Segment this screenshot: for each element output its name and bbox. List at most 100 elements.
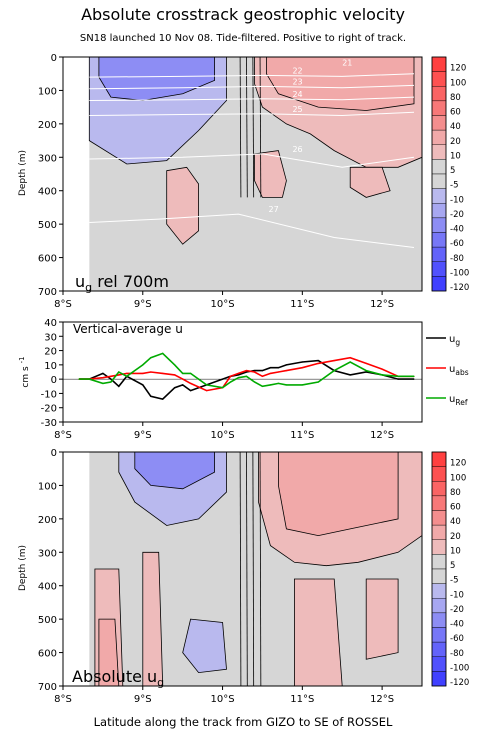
bottom-xtick-label-0: 8°S [54, 694, 72, 705]
top-contour-region-4 [166, 166, 200, 245]
bottom-colorbar-swatch-1 [431, 466, 447, 482]
top-xtick-label-4: 12°S [370, 299, 394, 310]
series-point-ug-6 [142, 384, 144, 386]
bottom-colorbar-swatch-15 [431, 671, 447, 687]
series-point-ug-10 [182, 384, 184, 386]
series-point-uref-13 [222, 387, 224, 389]
series-point-ug-20 [277, 367, 279, 369]
bottom-colorbar-swatch-4 [431, 510, 447, 526]
bottom-colorbar-label-14: -100 [450, 663, 469, 673]
series-point-uabs-12 [206, 390, 208, 392]
series-point-uref-29 [413, 375, 415, 377]
bottom-colorbar-swatch-0 [431, 451, 447, 467]
bottom-ytick-label-4: 400 [38, 582, 57, 593]
middle-xtick-label-1: 9°S [134, 430, 152, 441]
bottom-colorbar-label-12: -60 [450, 634, 464, 644]
middle-ytick-label-5: -10 [41, 389, 57, 400]
series-point-ug-28 [397, 378, 399, 380]
x-axis-label: Latitude along the track from GIZO to SE… [94, 715, 393, 729]
top-colorbar-label-14: -100 [450, 268, 469, 278]
series-point-uref-28 [397, 375, 399, 377]
series-point-uref-16 [245, 375, 248, 377]
series-point-ug-3 [110, 378, 112, 380]
middle-panel-title: Vertical-average u [73, 322, 183, 336]
top-contour-region-1 [98, 56, 216, 101]
top-plot-area: 22 23 24 25 26 27 21 [62, 56, 423, 292]
bottom-ytick-label-1: 100 [38, 481, 57, 492]
bottom-colorbar-frame [431, 451, 447, 687]
top-colorbar-label-10: -20 [450, 210, 464, 220]
top-colorbar-swatch-3 [431, 100, 447, 116]
top-contour-region-6 [349, 166, 391, 198]
bottom-contour-streak-3 [259, 451, 262, 687]
top-colorbar-swatch-4 [431, 115, 447, 131]
series-point-uabs-27 [381, 368, 383, 370]
top-colorbar-label-8: -5 [450, 181, 458, 191]
bottom-colorbar-swatch-13 [431, 641, 447, 657]
bottom-colorbar-swatch-3 [431, 495, 447, 511]
series-point-uabs-25 [349, 357, 351, 359]
top-colorbar-swatch-8 [431, 173, 447, 189]
series-point-uref-21 [285, 384, 287, 386]
bottom-contour-region-3 [277, 451, 399, 537]
top-isopycnal-label-26: 26 [292, 145, 302, 154]
middle-ylabel: cm s -1 [18, 356, 31, 387]
bottom-colorbar-label-2: 80 [450, 488, 461, 498]
top-colorbar-label-5: 20 [450, 137, 461, 147]
top-colorbar-label-11: -40 [450, 225, 464, 235]
bottom-colorbar-swatch-12 [431, 627, 447, 643]
top-contour-streak-2 [252, 56, 255, 198]
bottom-ytick-label-5: 500 [38, 615, 57, 626]
series-point-uref-15 [237, 377, 240, 379]
series-point-uref-11 [190, 372, 192, 374]
top-colorbar-label-0: 120 [450, 64, 466, 74]
series-point-uabs-3 [110, 375, 112, 377]
middle-ytick-label-2: 20 [44, 347, 57, 358]
bottom-xtick-label-4: 12°S [370, 694, 394, 705]
series-point-uref-8 [162, 352, 164, 354]
series-point-ug-17 [253, 370, 256, 372]
bottom-plot-area [62, 451, 423, 687]
bottom-frame [62, 451, 423, 687]
bottom-contour-streak-0 [239, 451, 242, 687]
bottom-contour-streak-2 [252, 451, 255, 687]
series-point-uabs-26 [365, 362, 367, 364]
bottom-colorbar-swatch-10 [431, 598, 447, 614]
top-isopycnal-24 [89, 96, 415, 101]
series-point-ug-13 [222, 378, 224, 380]
series-point-uref-3 [110, 381, 112, 383]
top-colorbar-label-13: -80 [450, 254, 464, 264]
series-point-ug-2 [102, 372, 104, 374]
top-isopycnal-label-21: 21 [342, 58, 352, 67]
bottom-colorbar-label-7: 5 [450, 561, 455, 571]
top-isopycnal-25 [89, 111, 415, 117]
top-ytick-label-0: 0 [51, 53, 57, 64]
series-point-uabs-22 [301, 367, 303, 369]
series-point-uabs-17 [253, 371, 256, 373]
series-point-uref-1 [88, 378, 90, 380]
top-colorbar-label-3: 60 [450, 108, 461, 118]
series-point-uref-19 [269, 384, 271, 386]
series-point-ug-25 [349, 374, 351, 376]
bottom-xtick-label-2: 10°S [211, 694, 235, 705]
series-point-ug-22 [301, 361, 303, 363]
top-colorbar-swatch-0 [431, 56, 447, 72]
series-point-uref-26 [365, 370, 367, 372]
top-isopycnal-label-22: 22 [292, 66, 302, 75]
series-point-uref-17 [253, 381, 256, 383]
top-colorbar-label-9: -10 [450, 195, 464, 205]
series-point-ug-16 [245, 371, 248, 373]
series-point-uabs-21 [285, 370, 287, 372]
bottom-colorbar-swatch-5 [431, 524, 447, 540]
bottom-colorbar-swatch-11 [431, 612, 447, 628]
bottom-colorbar-label-11: -40 [450, 620, 464, 630]
bottom-colorbar-swatch-7 [431, 554, 447, 570]
series-point-uref-18 [261, 385, 263, 387]
series-point-ug-11 [190, 390, 192, 392]
series-point-uref-10 [182, 372, 184, 374]
top-colorbar-swatch-5 [431, 129, 447, 145]
top-colorbar-swatch-12 [431, 232, 447, 248]
series-point-uabs-6 [142, 372, 144, 374]
bottom-xtick-label-3: 11°S [290, 694, 314, 705]
bottom-contour-region-7 [182, 618, 227, 674]
